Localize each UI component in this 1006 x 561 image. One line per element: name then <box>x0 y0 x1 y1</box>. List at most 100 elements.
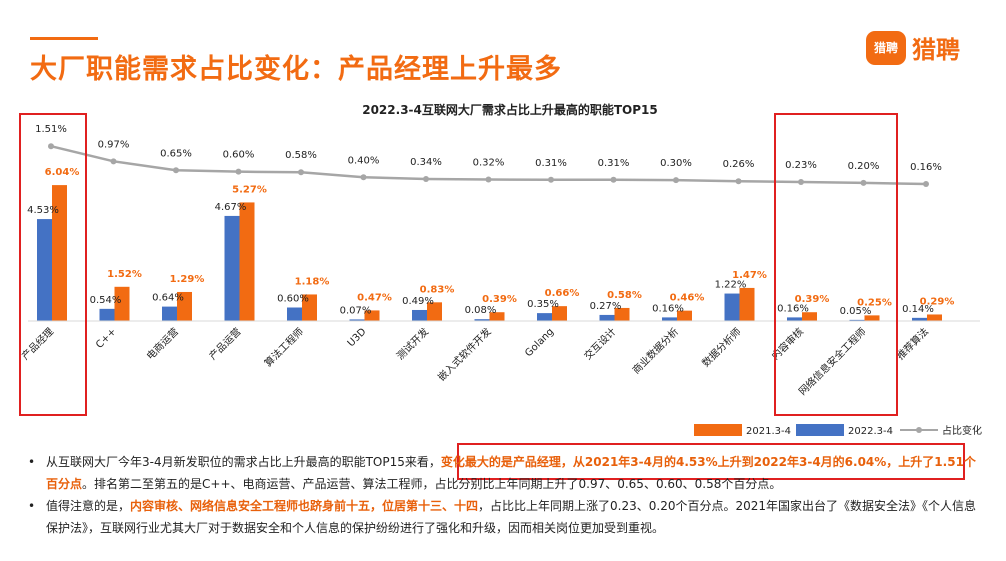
data-label-2021: 1.22% <box>715 280 747 291</box>
category-label: 电商运营 <box>144 325 181 362</box>
trend-point-14 <box>923 181 929 187</box>
legend-label-2022: 2022.3-4 <box>848 426 893 437</box>
bullet-2-text: 值得注意的是， <box>46 499 131 513</box>
bar-2022-5 <box>364 310 380 321</box>
bar-2021-13 <box>849 319 865 321</box>
category-label: U3D <box>346 326 369 349</box>
bar-2022-11 <box>739 287 755 321</box>
category-label: 算法工程师 <box>262 325 307 370</box>
data-label-2022: 0.46% <box>670 293 705 304</box>
trend-label: 0.23% <box>785 160 817 171</box>
data-label-2021: 0.54% <box>90 295 122 306</box>
category-label: 测试开发 <box>394 325 431 362</box>
title-accent-bar <box>30 37 98 40</box>
data-label-2021: 0.49% <box>402 296 434 307</box>
legend-point-trend <box>916 427 922 433</box>
bar-2021-0 <box>37 219 52 321</box>
bar-2021-11 <box>724 293 740 321</box>
bullet-1-text-end: 。排名第二至第五的是C++、电商运营、产品运营、算法工程师，占比分别比上年同期上… <box>82 477 782 491</box>
bar-2022-1 <box>114 286 130 321</box>
trend-point-10 <box>673 177 679 184</box>
trend-point-11 <box>735 178 742 185</box>
trend-point-12 <box>798 179 804 186</box>
liepin-logo: 猎聘 猎聘 <box>866 30 960 65</box>
highlight-box-product-manager <box>19 113 87 416</box>
legend-swatch-2021 <box>796 424 844 436</box>
data-label-2022: 0.58% <box>607 290 642 301</box>
data-label-2021: 0.35% <box>527 299 559 310</box>
category-label: 嵌入式软件开发 <box>435 325 494 384</box>
bar-2022-14 <box>927 314 942 321</box>
data-label-2022: 5.27% <box>232 184 267 195</box>
data-label-2021: 0.60% <box>277 294 309 305</box>
bar-2021-10 <box>662 317 677 321</box>
data-label-2021: 0.08% <box>465 305 497 316</box>
bar-2021-3 <box>224 215 240 321</box>
data-label-2021: 4.67% <box>215 202 247 213</box>
data-label-2021: 0.16% <box>777 303 809 314</box>
data-label-2022: 0.47% <box>357 292 392 303</box>
bullet-2-text-end: ，占比比上年同期上涨了0.23、0.20个百分点。2021年国家出台了《数据安全… <box>46 499 977 535</box>
highlight-box-security-roles <box>774 113 898 416</box>
data-label-2021: 0.64% <box>152 293 184 304</box>
bar-2022-10 <box>677 310 692 321</box>
logo-text: 猎聘 <box>912 36 960 64</box>
trend-point-13 <box>860 179 867 186</box>
bar-2022-7 <box>489 312 505 321</box>
trend-point-4 <box>298 169 304 176</box>
data-label-2021: 0.14% <box>902 304 934 315</box>
data-label-2021: 0.16% <box>652 303 684 314</box>
data-label-2022: 0.66% <box>545 288 580 299</box>
trend-point-0 <box>48 143 54 150</box>
category-label: 数据分析师 <box>699 325 744 370</box>
category-label: 推荐算法 <box>894 325 931 362</box>
trend-label: 0.20% <box>848 161 880 172</box>
bullet-dot: • <box>28 455 36 469</box>
data-label-2022: 0.83% <box>420 284 455 295</box>
trend-label: 0.58% <box>285 150 317 161</box>
bar-2022-13 <box>864 315 880 321</box>
logo-badge-icon: 猎聘 <box>866 30 906 65</box>
trend-label: 0.26% <box>723 159 755 170</box>
trend-point-7 <box>485 176 492 183</box>
bar-2022-8 <box>552 306 567 321</box>
trend-point-1 <box>110 158 117 165</box>
bar-2021-7 <box>474 319 490 321</box>
bar-2022-4 <box>302 294 317 321</box>
bar-2021-12 <box>787 317 802 321</box>
data-label-2022: 0.39% <box>795 294 830 305</box>
legend-label-trend: 占比变化 <box>942 424 982 437</box>
trend-point-9 <box>610 176 617 183</box>
chart-legend: 2021.3-4 2022.3-4 占比变化 <box>694 424 982 437</box>
trend-label: 0.97% <box>98 139 130 150</box>
bar-2021-9 <box>599 314 615 321</box>
trend-label: 0.60% <box>223 150 255 161</box>
data-label-2022: 0.29% <box>920 296 955 307</box>
trend-label: 0.31% <box>598 158 630 169</box>
bullet-item-1: • 从互联网大厂今年3-4月新发职位的需求占比上升最高的职能TOP15来看，变化… <box>28 451 978 495</box>
data-label-2022: 1.52% <box>107 269 142 280</box>
bar-2022-2 <box>177 291 192 321</box>
chart-title: 2022.3-4互联网大厂需求占比上升最高的职能TOP15 <box>362 102 658 117</box>
bar-2021-6 <box>412 309 427 321</box>
trend-label: 0.65% <box>160 148 192 159</box>
bar-2021-14 <box>912 317 927 321</box>
page-title: 大厂职能需求占比变化：产品经理上升最多 <box>30 54 562 85</box>
top15-function-chart: 2022.3-4互联网大厂需求占比上升最高的职能TOP15 4.53% 6.04%… <box>19 102 982 437</box>
bar-2021-1 <box>99 308 115 321</box>
highlight-box-text <box>457 443 965 480</box>
bullet-2-highlight: 内容审核、网络信息安全工程师也跻身前十五，位居第十三、十四 <box>130 499 479 513</box>
legend-label-2021: 2021.3-4 <box>746 426 791 437</box>
data-label-2022: 1.47% <box>732 270 767 281</box>
bar-2022-6 <box>427 302 442 321</box>
bullet-item-2: • 值得注意的是，内容审核、网络信息安全工程师也跻身前十五，位居第十三、十四，占… <box>28 495 978 539</box>
trend-label: 0.32% <box>473 158 505 169</box>
bar-2021-8 <box>537 313 552 321</box>
trend-label: 1.51% <box>35 124 67 135</box>
data-label-2022: 0.25% <box>857 297 892 308</box>
bar-2022-3 <box>239 202 255 321</box>
data-label-2022: 0.39% <box>482 294 517 305</box>
legend-swatch-2022 <box>694 424 742 436</box>
category-label: 产品运营 <box>206 325 243 362</box>
category-label: Golang <box>523 326 556 359</box>
